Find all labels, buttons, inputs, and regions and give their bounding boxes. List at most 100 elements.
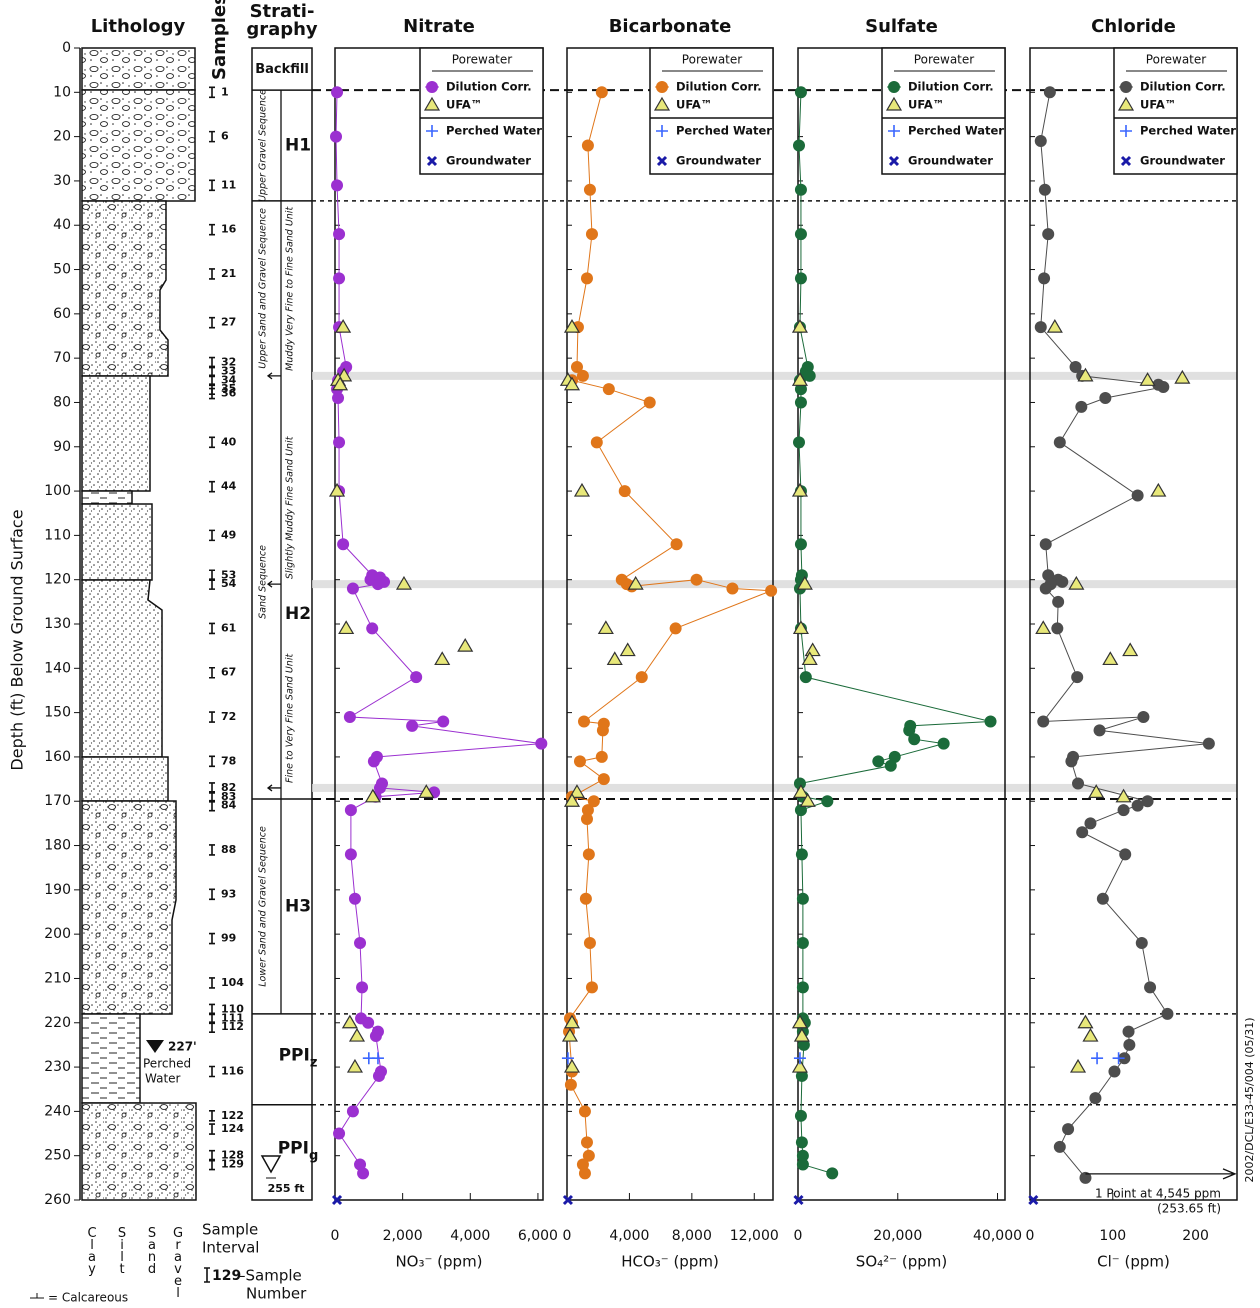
data-point (372, 1052, 384, 1064)
legend-title: Porewater (452, 53, 512, 67)
data-point (586, 981, 598, 993)
sample-label: 116 (221, 1065, 244, 1078)
data-point (591, 436, 603, 448)
lithology-layer (82, 801, 176, 1014)
sample-label: 104 (221, 976, 244, 989)
sample-interval (209, 934, 215, 944)
data-point (1042, 228, 1054, 240)
data-point (1054, 436, 1066, 448)
subunit-arrow (268, 373, 281, 379)
legend-label: UFA™ (676, 98, 712, 112)
sample-label: 11 (221, 178, 236, 191)
data-point (1203, 738, 1215, 750)
sample-label: 21 (221, 267, 236, 280)
data-point (794, 1052, 806, 1064)
unit-label: H3 (285, 896, 311, 916)
legend-label: Dilution Corr. (446, 80, 532, 94)
column-title: Lithology (91, 16, 186, 37)
data-point (435, 652, 449, 664)
lithology-class: Sand (145, 1226, 160, 1274)
data-point (621, 644, 635, 656)
sample-label: 61 (221, 621, 236, 634)
sample-key-interval (204, 1268, 210, 1282)
perched-depth: 227' (168, 1040, 197, 1054)
data-point (795, 396, 807, 408)
sample-interval (209, 1111, 215, 1121)
sample-interval (209, 712, 215, 722)
calcareous-symbol (30, 1293, 44, 1298)
sample-key: 129 (212, 1268, 241, 1284)
data-point (793, 436, 805, 448)
data-point (354, 937, 366, 949)
y-tick-label: 230 (44, 1059, 71, 1075)
legend-marker (656, 81, 668, 93)
unit-label: Backfill (255, 62, 309, 77)
data-point (1071, 1060, 1085, 1072)
data-point (795, 1110, 807, 1122)
data-point (579, 1167, 591, 1179)
column-title: Samples (209, 0, 230, 80)
y-tick-label: 60 (53, 306, 71, 322)
sample-label: 44 (221, 480, 237, 493)
legend-label: UFA™ (1140, 98, 1176, 112)
bottom-label: 255 ft (268, 1182, 305, 1195)
data-point (797, 981, 809, 993)
lithology-class: Silt (115, 1226, 130, 1274)
legend-label: Dilution Corr. (1140, 80, 1226, 94)
legend-label: Groundwater (908, 154, 993, 168)
series-line (336, 92, 541, 1173)
data-point (333, 228, 345, 240)
x-axis-label: Cl⁻ (ppm) (1097, 1253, 1170, 1271)
data-point (581, 813, 593, 825)
data-point (333, 436, 345, 448)
legend-label: Groundwater (446, 154, 531, 168)
sample-label: 67 (221, 666, 236, 679)
perched-label: Perched (143, 1057, 191, 1071)
x-tick-label: 0 (1026, 1228, 1035, 1244)
sample-label: 40 (221, 435, 237, 448)
data-point (362, 1017, 374, 1029)
subunit-label: Slightly Muddy Fine Sand Unit (285, 435, 296, 579)
lithology-layer (82, 1014, 140, 1103)
data-point (671, 538, 683, 550)
sample-interval (209, 1067, 215, 1077)
data-point (1132, 800, 1144, 812)
data-point (1118, 804, 1130, 816)
x-axis-label: HCO₃⁻ (ppm) (621, 1253, 719, 1271)
data-point (1052, 596, 1064, 608)
data-point (885, 760, 897, 772)
lithology-layer (82, 376, 150, 491)
x-tick-label: 4,000 (450, 1228, 490, 1244)
data-point (619, 485, 631, 497)
x-tick-label: 100 (1099, 1228, 1126, 1244)
sample-label: 129 (221, 1158, 244, 1171)
subunit-label: Fine to Very Fine Sand Unit (285, 653, 296, 783)
data-point (1039, 184, 1051, 196)
x-tick-label: 8,000 (672, 1228, 712, 1244)
data-point (581, 272, 593, 284)
sample-label: 49 (221, 528, 236, 541)
data-point (1108, 1066, 1120, 1078)
data-point (1097, 893, 1109, 905)
data-point (577, 370, 589, 382)
x-tick-label: 0 (563, 1228, 572, 1244)
legend-label: Perched Water (1140, 124, 1236, 138)
data-point (1123, 1026, 1135, 1038)
data-point (597, 724, 609, 736)
data-point (578, 715, 590, 727)
calcareous-label: = Calcareous (48, 1291, 128, 1305)
data-point (938, 738, 950, 750)
lithology-class: Gravel (171, 1226, 186, 1298)
data-point (579, 1105, 591, 1117)
data-point (345, 848, 357, 860)
subunit-arrow (268, 581, 281, 587)
x-tick-label: 6,000 (518, 1228, 558, 1244)
data-point (345, 804, 357, 816)
legend-marker (426, 81, 438, 93)
sample-key: –Sample (238, 1267, 302, 1285)
data-point (1071, 671, 1083, 683)
data-point (797, 1159, 809, 1171)
sample-interval (209, 845, 215, 855)
sample-interval (209, 318, 215, 328)
data-point (347, 583, 359, 595)
